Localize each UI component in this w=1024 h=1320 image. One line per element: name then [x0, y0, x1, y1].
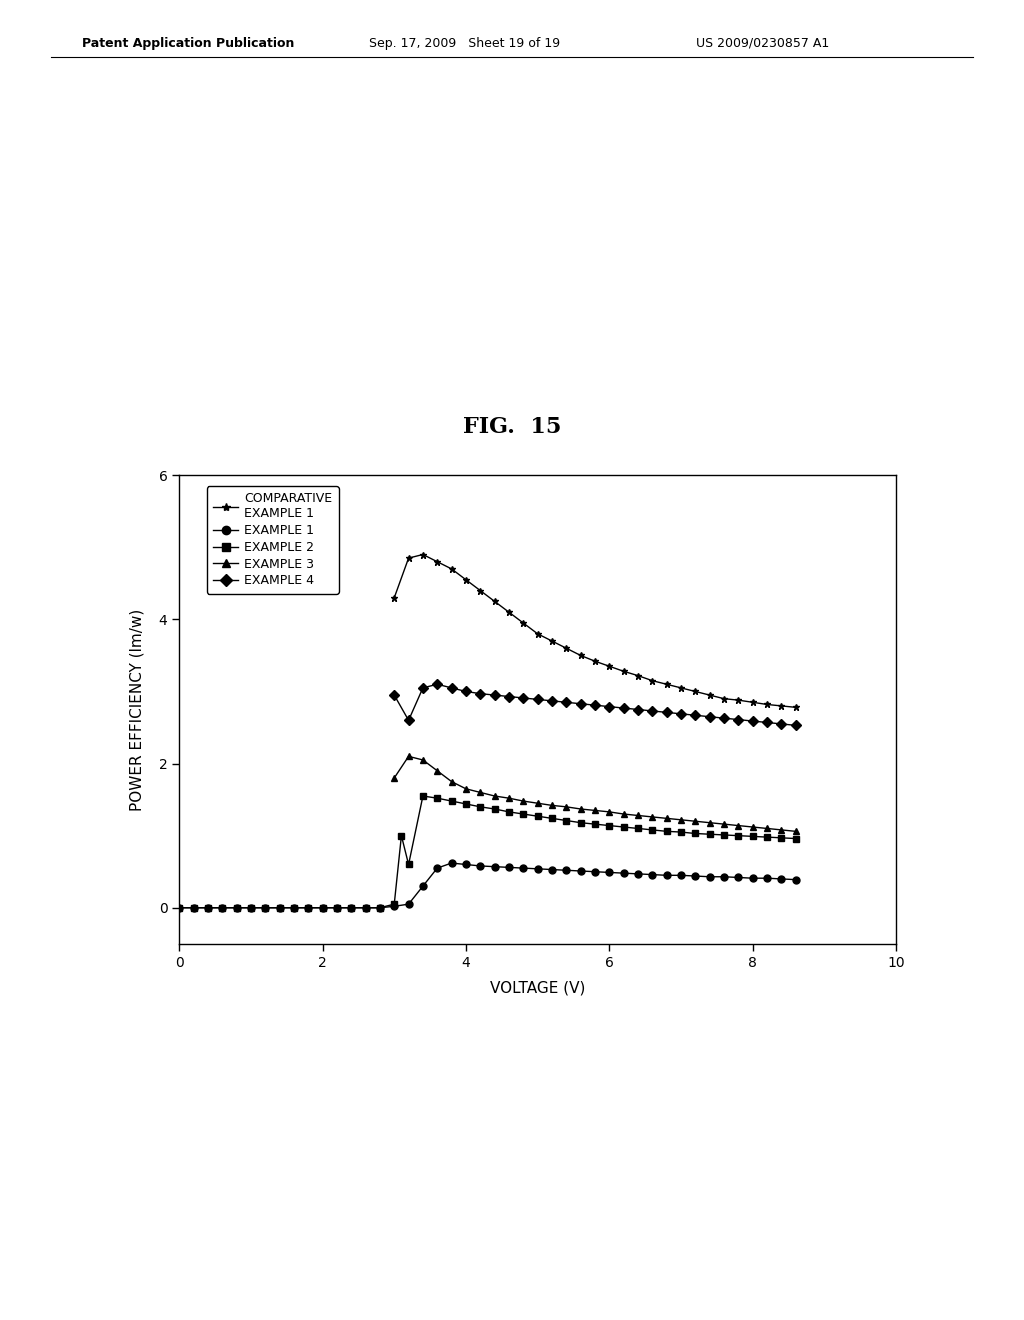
Text: US 2009/0230857 A1: US 2009/0230857 A1 [696, 37, 829, 50]
Text: Patent Application Publication: Patent Application Publication [82, 37, 294, 50]
Text: Sep. 17, 2009   Sheet 19 of 19: Sep. 17, 2009 Sheet 19 of 19 [369, 37, 560, 50]
Text: FIG.  15: FIG. 15 [463, 416, 561, 438]
Y-axis label: POWER EFFICIENCY (lm/w): POWER EFFICIENCY (lm/w) [130, 609, 144, 810]
Legend: COMPARATIVE
EXAMPLE 1, EXAMPLE 1, EXAMPLE 2, EXAMPLE 3, EXAMPLE 4: COMPARATIVE EXAMPLE 1, EXAMPLE 1, EXAMPL… [207, 486, 339, 594]
X-axis label: VOLTAGE (V): VOLTAGE (V) [489, 981, 586, 995]
